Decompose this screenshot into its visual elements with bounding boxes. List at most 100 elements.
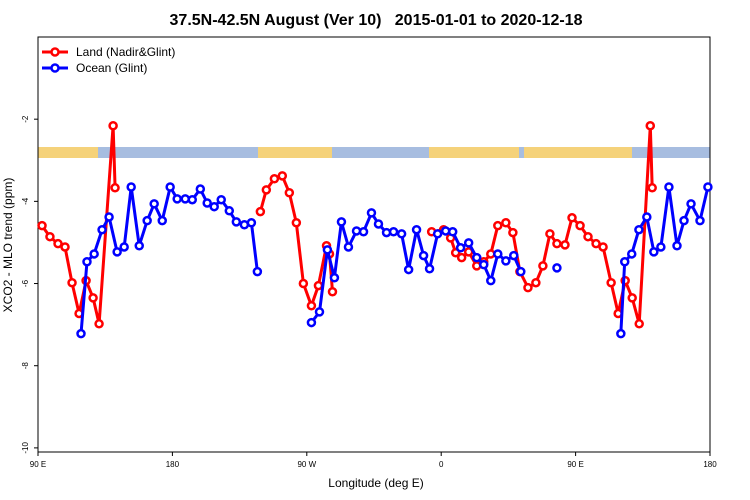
land-band (38, 147, 98, 158)
data-point (343, 242, 354, 252)
data-point (284, 187, 295, 198)
data-point (545, 229, 555, 239)
data-point (509, 250, 519, 261)
data-point (60, 242, 70, 252)
data-point (327, 287, 338, 297)
data-point (142, 215, 152, 226)
data-point (108, 121, 118, 131)
data-point (403, 264, 414, 275)
legend-label: Land (Nadir&Glint) (76, 45, 175, 59)
data-point (647, 183, 657, 193)
data-point (619, 257, 630, 267)
data-point (195, 184, 206, 194)
data-point (306, 317, 317, 328)
data-point (424, 263, 435, 274)
data-point (411, 224, 422, 235)
data-point (606, 277, 616, 288)
x-tick-label: 90 E (30, 460, 46, 469)
data-point (112, 247, 122, 257)
y-tick-label: -2 (21, 115, 30, 123)
data-point (97, 224, 107, 235)
land-band (429, 147, 519, 158)
data-point (656, 242, 666, 252)
x-tick-label: 0 (439, 460, 444, 469)
data-point (531, 277, 541, 288)
data-point (560, 240, 570, 250)
land-band (258, 147, 332, 158)
data-point (501, 256, 511, 266)
data-point (224, 206, 235, 216)
data-point (463, 238, 474, 248)
data-point (447, 227, 458, 237)
data-point (126, 182, 136, 192)
data-point (202, 198, 212, 208)
data-point (88, 293, 98, 303)
legend-marker (50, 47, 60, 57)
data-point (591, 238, 601, 249)
data-point (172, 194, 182, 204)
data-point (104, 212, 114, 222)
data-point (471, 252, 482, 263)
data-point (53, 238, 63, 249)
data-point (94, 319, 104, 329)
data-point (261, 185, 272, 195)
data-point (456, 252, 467, 263)
data-point (493, 220, 503, 231)
data-point (634, 224, 644, 235)
data-point (552, 238, 562, 249)
data-point (216, 194, 226, 205)
data-point (396, 229, 407, 239)
data-point (523, 282, 533, 293)
data-point (679, 215, 689, 226)
data-point (626, 249, 637, 259)
data-point (306, 300, 317, 311)
data-point (246, 217, 257, 228)
data-point (149, 199, 159, 209)
x-tick-label: 90 W (297, 460, 316, 469)
data-point (37, 220, 47, 231)
x-tick-label: 90 E (567, 460, 583, 469)
data-point (455, 243, 466, 253)
y-axis-label: XCO2 - MLO trend (ppm) (1, 178, 15, 313)
data-point (358, 227, 369, 237)
data-point (649, 247, 659, 257)
data-point (277, 171, 288, 181)
plot-frame (37, 36, 711, 453)
data-point (583, 231, 593, 242)
data-point (664, 182, 674, 192)
data-point (672, 240, 682, 251)
data-point (134, 240, 144, 251)
data-point (486, 275, 496, 286)
chart-title: 37.5N-42.5N August (Ver 10) 2015-01-01 t… (170, 12, 583, 29)
y-tick-label: -10 (21, 442, 30, 454)
y-tick-label: -4 (21, 197, 30, 205)
data-point (329, 273, 340, 283)
data-point (313, 280, 324, 291)
x-tick-label: 180 (703, 460, 717, 469)
data-point (634, 319, 644, 329)
x-axis-label: Longitude (deg E) (328, 476, 423, 490)
data-point (567, 213, 577, 223)
data-point (575, 220, 585, 231)
data-point (418, 250, 429, 261)
data-point (479, 259, 489, 270)
data-point (67, 277, 77, 288)
data-point (231, 217, 242, 227)
data-point (89, 249, 99, 259)
data-point (314, 307, 325, 317)
data-point (269, 174, 280, 184)
y-tick-label: -8 (21, 362, 30, 370)
data-point (493, 249, 503, 259)
data-point (82, 257, 92, 267)
data-point (291, 217, 302, 228)
data-point (432, 229, 443, 239)
data-point (703, 182, 713, 192)
x-tick-label: 180 (166, 460, 180, 469)
data-point (187, 194, 198, 205)
data-point (165, 182, 175, 192)
data-point (373, 219, 384, 229)
data-point (627, 293, 637, 303)
data-point (686, 199, 696, 209)
ocean-band (38, 147, 710, 158)
